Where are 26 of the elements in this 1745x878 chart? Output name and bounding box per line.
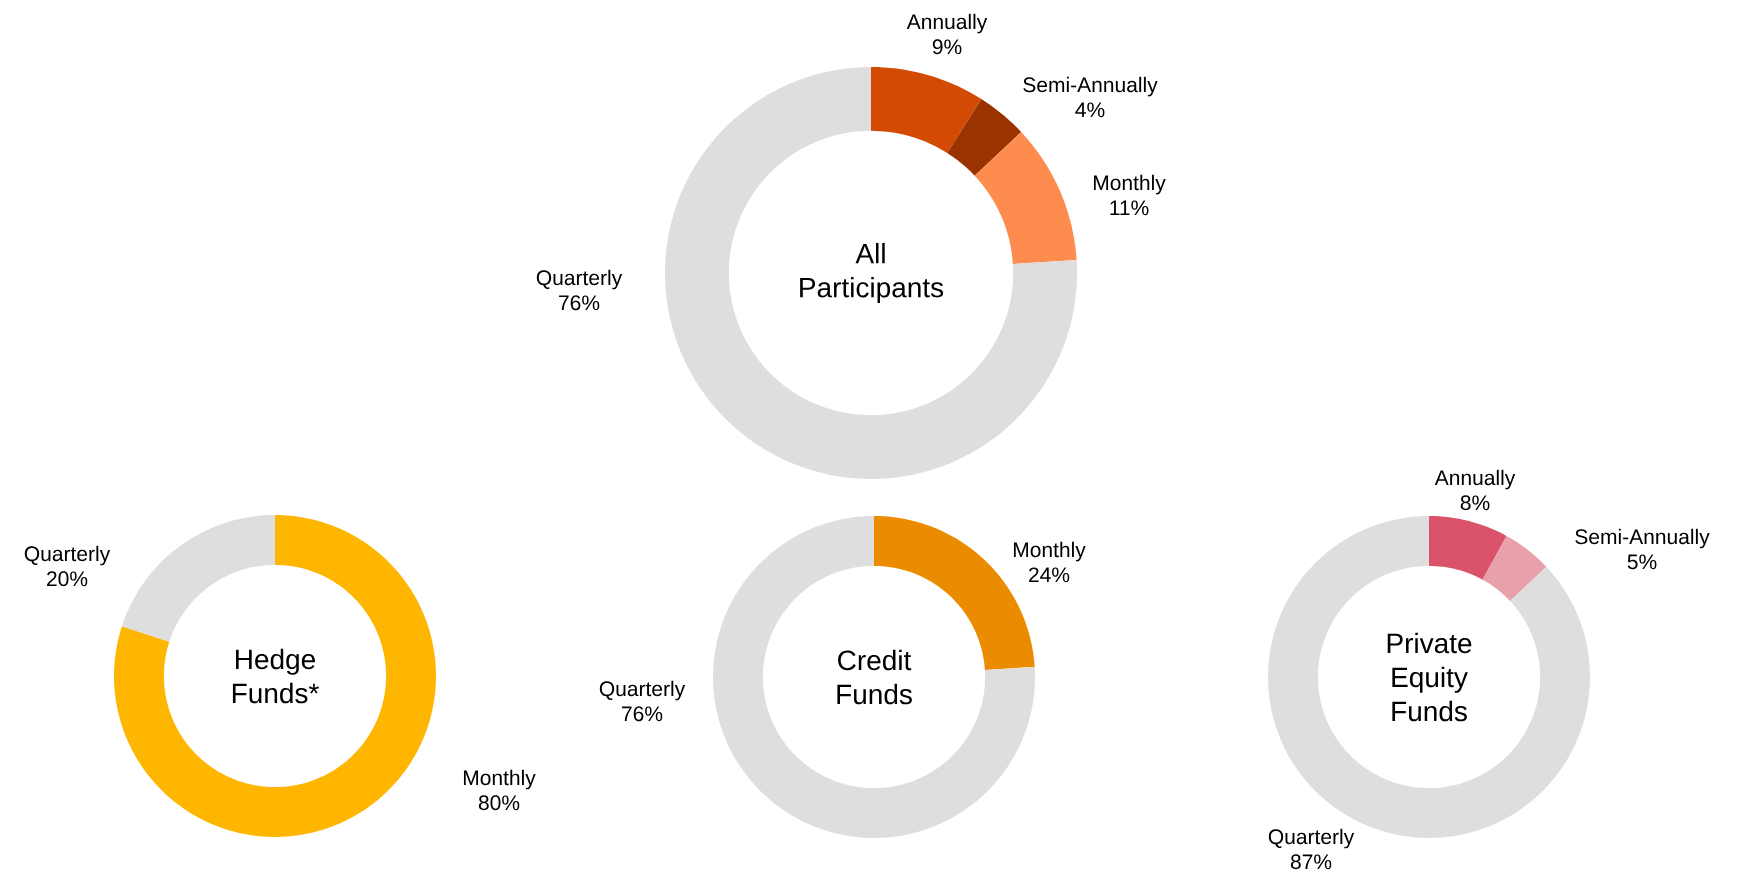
slice-label: Monthly [1093, 174, 1166, 195]
slice-label: Annually [906, 13, 988, 34]
slice-label: Quarterly [1268, 828, 1355, 849]
data-label: 20% [47, 571, 88, 587]
data-label: 4% [1075, 102, 1105, 118]
data-label: 76% [622, 706, 663, 722]
text: Credit Funds [837, 649, 912, 705]
slice-label: Annually [1434, 469, 1516, 490]
slice-label: Semi-Annually [1023, 76, 1158, 97]
slice-label: Monthly [463, 769, 536, 790]
slice-label: Monthly [1013, 541, 1086, 562]
text: Hedge Funds* [232, 648, 319, 704]
slice-label: Semi-Annually [1575, 528, 1710, 549]
data-label: 87% [1290, 854, 1332, 870]
data-label: 8% [1460, 495, 1490, 511]
slice-label: Quarterly [599, 680, 686, 701]
text: All Participants [800, 242, 944, 304]
slice-label: Quarterly [24, 545, 111, 566]
data-label: 80% [478, 795, 520, 811]
data-label: 9% [932, 39, 962, 55]
text: Private Equity Funds [1387, 632, 1472, 722]
data-label: 76% [559, 295, 600, 311]
data-label: 11% [1110, 200, 1149, 216]
data-label: 24% [1029, 567, 1070, 583]
slice-label: Quarterly [536, 269, 623, 290]
data-label: 5% [1627, 554, 1657, 570]
